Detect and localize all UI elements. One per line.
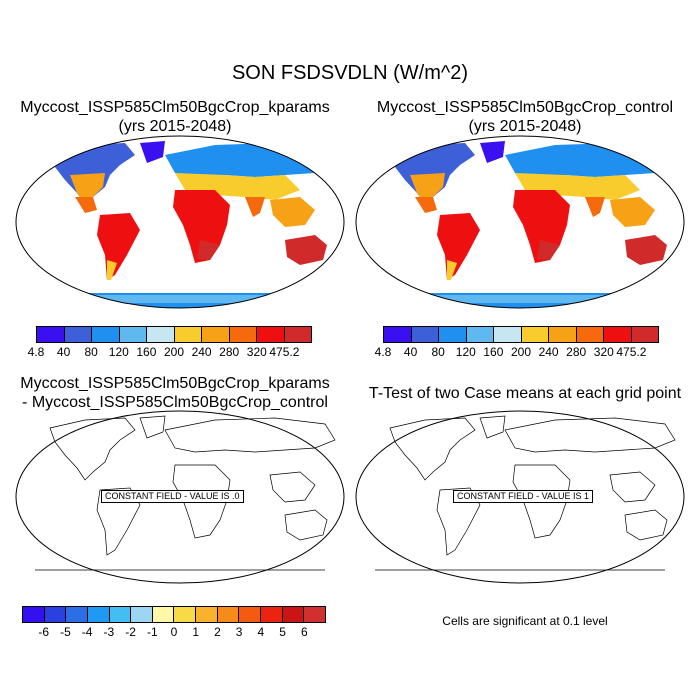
colorbar-control-labels: 4.8 40 80 120 160 200 240 280 320 475.2 bbox=[375, 345, 659, 359]
colorbar-cell bbox=[239, 607, 262, 622]
colorbar-tick-label: 475.2 bbox=[616, 345, 647, 359]
colorbar-cell bbox=[304, 607, 325, 622]
colorbar-tick-label: 40 bbox=[403, 345, 418, 359]
colorbar-cell bbox=[152, 607, 175, 622]
colorbar-cell bbox=[604, 327, 632, 342]
coastlines-difference bbox=[35, 415, 336, 571]
significance-note: Cells are significant at 0.1 level bbox=[442, 614, 608, 628]
colorbar-cell bbox=[217, 607, 240, 622]
constant-field-label-ttest: CONSTANT FIELD - VALUE IS 1 bbox=[453, 490, 594, 503]
colorbar-cell bbox=[284, 327, 311, 342]
colorbar-tick-label: 80 bbox=[431, 345, 445, 359]
main-title: SON FSDSVDLN (W/m^2) bbox=[231, 62, 469, 84]
colorbar-tick-label: 240 bbox=[538, 345, 559, 359]
panel-title-line1: Myccost_ISSP585Clm50BgcCrop_kparams bbox=[20, 99, 330, 116]
colorbar-tick-label: 120 bbox=[455, 345, 476, 359]
colorbar-tick-label: 475.2 bbox=[269, 345, 300, 359]
colorbar-cell bbox=[174, 607, 197, 622]
colorbar-tick-label: -1 bbox=[146, 625, 158, 639]
colorbar-cell bbox=[384, 327, 412, 342]
colorbar-cell bbox=[466, 327, 494, 342]
colorbar-tick-label: 4.8 bbox=[374, 345, 392, 359]
colorbar-kparams-labels: 4.8 40 80 120 160 200 240 280 320 475.2 bbox=[28, 345, 312, 359]
colorbar-cell bbox=[23, 607, 45, 622]
colorbar-tick-label: -4 bbox=[81, 625, 93, 639]
colorbar-difference bbox=[22, 606, 326, 623]
colorbar-tick-label: 80 bbox=[84, 345, 98, 359]
panel-title-line1: T-Test of two Case means at each grid po… bbox=[368, 385, 682, 402]
colorbar-tick-label: 200 bbox=[510, 345, 532, 359]
colorbar-tick-label: 200 bbox=[163, 345, 185, 359]
colorbar-cell bbox=[229, 327, 257, 342]
colorbar-tick-label: -2 bbox=[125, 625, 136, 639]
colorbar-control bbox=[383, 326, 659, 343]
colorbar-tick-label: 280 bbox=[566, 345, 587, 359]
panel-title-kparams: Myccost_ISSP585Clm50BgcCrop_kparams (yrs… bbox=[0, 98, 350, 136]
colorbar-cell bbox=[196, 607, 218, 622]
colorbar-cell bbox=[64, 327, 92, 342]
map-control bbox=[355, 135, 685, 309]
colorbar-cell bbox=[109, 607, 132, 622]
panel-title-line2: (yrs 2015-2048) bbox=[468, 118, 582, 135]
colorbar-cell bbox=[439, 327, 467, 342]
colorbar-cell bbox=[261, 607, 283, 622]
panel-title-line1: Myccost_ISSP585Clm50BgcCrop_control bbox=[376, 99, 674, 116]
colorbar-cell bbox=[282, 607, 305, 622]
panel-title-line1: Myccost_ISSP585Clm50BgcCrop_kparams bbox=[20, 375, 330, 392]
colorbar-tick-label: 2 bbox=[214, 625, 221, 639]
map-difference bbox=[15, 410, 345, 584]
colorbar-tick-label: 160 bbox=[483, 345, 504, 359]
colorbar-cell bbox=[147, 327, 175, 342]
colorbar-tick-label: 280 bbox=[219, 345, 240, 359]
constant-field-label-difference: CONSTANT FIELD - VALUE IS .0 bbox=[101, 490, 244, 503]
panel-title-difference: Myccost_ISSP585Clm50BgcCrop_kparams - My… bbox=[0, 374, 350, 412]
map-ttest bbox=[355, 410, 685, 584]
colorbar-difference-labels: -6 -5 -4 -3 -2 -1 0 1 2 3 4 5 6 bbox=[22, 625, 326, 639]
colorbar-cell bbox=[119, 327, 147, 342]
colorbar-tick-label: -3 bbox=[103, 625, 115, 639]
colorbar-tick-label: 320 bbox=[593, 345, 614, 359]
colorbar-cell bbox=[66, 607, 88, 622]
colorbar-cell bbox=[87, 607, 110, 622]
colorbar-cell bbox=[576, 327, 604, 342]
panel-title-line2: (yrs 2015-2048) bbox=[118, 118, 232, 135]
colorbar-kparams bbox=[36, 326, 312, 343]
panel-title-line2: - Myccost_ISSP585Clm50BgcCrop_control bbox=[22, 394, 328, 411]
coastlines-ttest bbox=[375, 415, 676, 571]
colorbar-tick-label: 3 bbox=[235, 625, 243, 639]
colorbar-cell bbox=[44, 607, 67, 622]
colorbar-cell bbox=[131, 607, 153, 622]
colorbar-tick-label: 0 bbox=[170, 625, 178, 639]
colorbar-cell bbox=[631, 327, 658, 342]
colorbar-tick-label: 6 bbox=[300, 625, 308, 639]
colorbar-cell bbox=[174, 327, 202, 342]
map-kparams bbox=[15, 135, 345, 309]
colorbar-tick-label: 120 bbox=[108, 345, 129, 359]
panel-title-ttest: T-Test of two Case means at each grid po… bbox=[350, 384, 700, 403]
colorbar-cell bbox=[257, 327, 285, 342]
colorbar-tick-label: -6 bbox=[38, 625, 50, 639]
colorbar-cell bbox=[37, 327, 65, 342]
colorbar-cell bbox=[549, 327, 577, 342]
colorbar-tick-label: 320 bbox=[246, 345, 267, 359]
colorbar-tick-label: -5 bbox=[60, 625, 71, 639]
colorbar-cell bbox=[494, 327, 522, 342]
colorbar-tick-label: 4 bbox=[257, 625, 265, 639]
colorbar-tick-label: 240 bbox=[191, 345, 212, 359]
panel-title-control: Myccost_ISSP585Clm50BgcCrop_control (yrs… bbox=[350, 98, 700, 136]
colorbar-cell bbox=[521, 327, 549, 342]
colorbar-cell bbox=[411, 327, 439, 342]
colorbar-tick-label: 5 bbox=[279, 625, 286, 639]
colorbar-tick-label: 4.8 bbox=[27, 345, 45, 359]
colorbar-cell bbox=[92, 327, 120, 342]
colorbar-cell bbox=[202, 327, 230, 342]
colorbar-tick-label: 1 bbox=[192, 625, 200, 639]
colorbar-tick-label: 40 bbox=[56, 345, 71, 359]
colorbar-tick-label: 160 bbox=[136, 345, 157, 359]
